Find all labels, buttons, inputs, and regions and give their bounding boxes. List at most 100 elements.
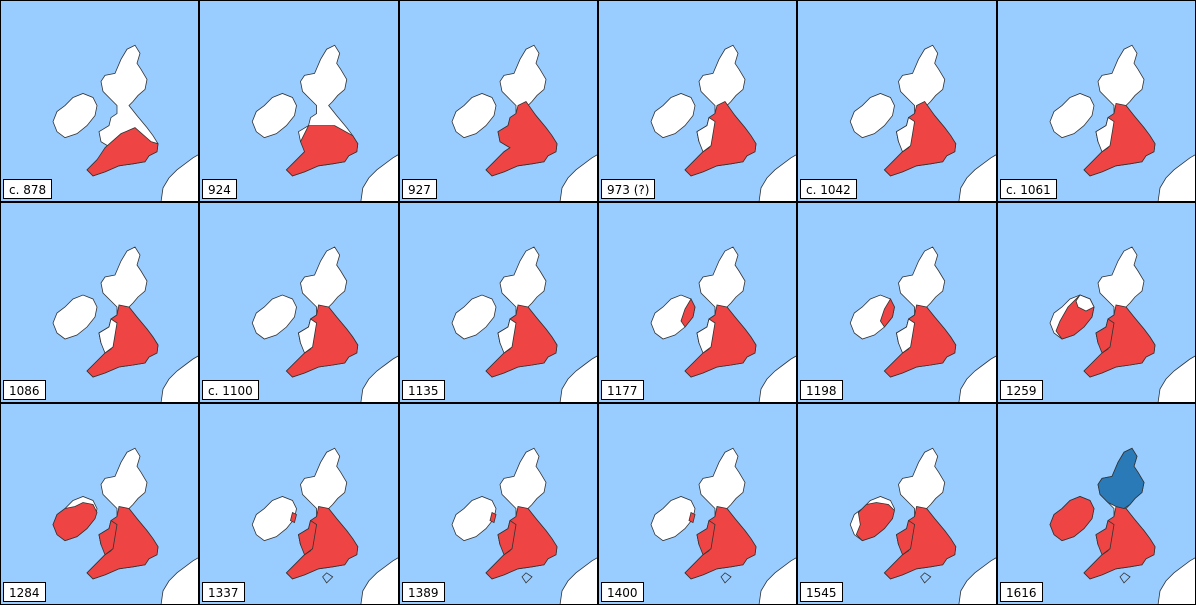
map-svg bbox=[451, 44, 597, 201]
territory-eng_full bbox=[684, 506, 757, 580]
territory-eng_full bbox=[285, 506, 359, 580]
map-panel: 924 bbox=[199, 0, 399, 202]
map-panel: 973 (?) bbox=[598, 0, 797, 202]
map-svg bbox=[251, 447, 398, 604]
territory-irl_pale bbox=[688, 511, 696, 524]
continent-shape bbox=[160, 557, 198, 604]
territory-eng_full bbox=[86, 506, 159, 580]
territory-wales bbox=[1095, 519, 1115, 556]
territory-eng_full bbox=[285, 304, 359, 378]
map-panel: 1177 bbox=[598, 202, 797, 403]
ireland-shape bbox=[650, 496, 696, 542]
territory-eng_full bbox=[485, 506, 558, 580]
map-svg bbox=[52, 246, 198, 402]
territory-ni bbox=[1075, 294, 1095, 312]
continent-shape bbox=[559, 557, 597, 604]
continent-shape bbox=[559, 154, 597, 201]
territory-eng_full bbox=[883, 506, 957, 580]
map-panel: 1198 bbox=[797, 202, 997, 403]
territory-wales bbox=[896, 116, 916, 153]
continent-shape bbox=[1157, 355, 1195, 402]
ireland-shape bbox=[251, 294, 297, 340]
territory-eng_full bbox=[1083, 304, 1156, 378]
map-panel: c. 1100 bbox=[199, 202, 399, 403]
year-label: 924 bbox=[202, 179, 237, 199]
ireland-shape bbox=[1049, 93, 1095, 139]
territory-eng_full bbox=[684, 304, 757, 378]
map-svg bbox=[849, 44, 996, 201]
channel-islands-outline bbox=[1119, 572, 1131, 584]
territory-wales bbox=[696, 318, 716, 354]
territory-eng_927 bbox=[485, 100, 558, 177]
year-label: 1177 bbox=[601, 380, 644, 400]
map-svg bbox=[251, 44, 398, 201]
territory-wales bbox=[696, 116, 716, 153]
map-svg bbox=[251, 246, 398, 402]
map-svg bbox=[650, 447, 796, 604]
territory-wales bbox=[896, 318, 916, 354]
map-panel: 1284 bbox=[0, 403, 199, 605]
year-label: 1086 bbox=[3, 380, 46, 400]
year-label: 973 (?) bbox=[601, 179, 656, 199]
territory-wales bbox=[1095, 318, 1115, 354]
ireland-shape bbox=[251, 496, 297, 542]
continent-shape bbox=[758, 154, 796, 201]
territory-irl_e bbox=[879, 298, 895, 328]
year-label: 1389 bbox=[402, 582, 445, 602]
territory-wales bbox=[298, 519, 318, 556]
year-label: 1616 bbox=[1000, 582, 1043, 602]
year-label: 1284 bbox=[3, 582, 46, 602]
territory-eng_full bbox=[1083, 103, 1156, 177]
territory-irl_1284 bbox=[52, 502, 98, 542]
map-svg bbox=[451, 447, 597, 604]
ireland-shape bbox=[451, 496, 497, 542]
year-label: c. 1042 bbox=[800, 179, 857, 199]
territory-irl_e bbox=[680, 298, 696, 328]
year-label: 927 bbox=[402, 179, 437, 199]
continent-shape bbox=[958, 154, 996, 201]
map-svg bbox=[650, 246, 796, 402]
territory-eng_s bbox=[86, 127, 159, 177]
map-svg bbox=[451, 246, 597, 402]
map-panel: 1400 bbox=[598, 403, 797, 605]
map-panel: 927 bbox=[399, 0, 598, 202]
channel-islands-outline bbox=[720, 572, 732, 584]
continent-shape bbox=[360, 557, 398, 604]
map-panel: 1616 bbox=[997, 403, 1196, 605]
year-label: 1259 bbox=[1000, 380, 1043, 400]
territory-eng_full bbox=[883, 304, 957, 378]
map-panel: 1337 bbox=[199, 403, 399, 605]
territory-eng_full bbox=[485, 304, 558, 378]
territory-irl_1545 bbox=[855, 502, 895, 542]
map-panel: 1086 bbox=[0, 202, 199, 403]
continent-shape bbox=[958, 355, 996, 402]
map-panel: c. 1061 bbox=[997, 0, 1196, 202]
territory-irl_pale bbox=[289, 511, 297, 524]
map-svg bbox=[849, 246, 996, 402]
territory-wales bbox=[98, 318, 118, 354]
channel-islands-outline bbox=[322, 572, 334, 584]
map-svg bbox=[1049, 44, 1195, 201]
continent-shape bbox=[160, 355, 198, 402]
ireland-shape bbox=[52, 294, 98, 340]
channel-islands-outline bbox=[920, 572, 932, 584]
continent-shape bbox=[1157, 154, 1195, 201]
territory-wales bbox=[696, 519, 716, 556]
ireland-shape bbox=[650, 93, 696, 139]
year-label: c. 1100 bbox=[202, 380, 259, 400]
continent-shape bbox=[1157, 557, 1195, 604]
territory-wales bbox=[98, 519, 118, 556]
year-label: c. 1061 bbox=[1000, 179, 1057, 199]
year-label: 1545 bbox=[800, 582, 843, 602]
map-panel: 1545 bbox=[797, 403, 997, 605]
territory-wales bbox=[497, 519, 517, 556]
year-label: 1135 bbox=[402, 380, 445, 400]
continent-shape bbox=[958, 557, 996, 604]
map-svg bbox=[650, 44, 796, 201]
map-svg bbox=[1049, 246, 1195, 402]
year-label: 1337 bbox=[202, 582, 245, 602]
ireland-shape bbox=[251, 93, 297, 139]
map-svg bbox=[849, 447, 996, 604]
map-panel: 1259 bbox=[997, 202, 1196, 403]
